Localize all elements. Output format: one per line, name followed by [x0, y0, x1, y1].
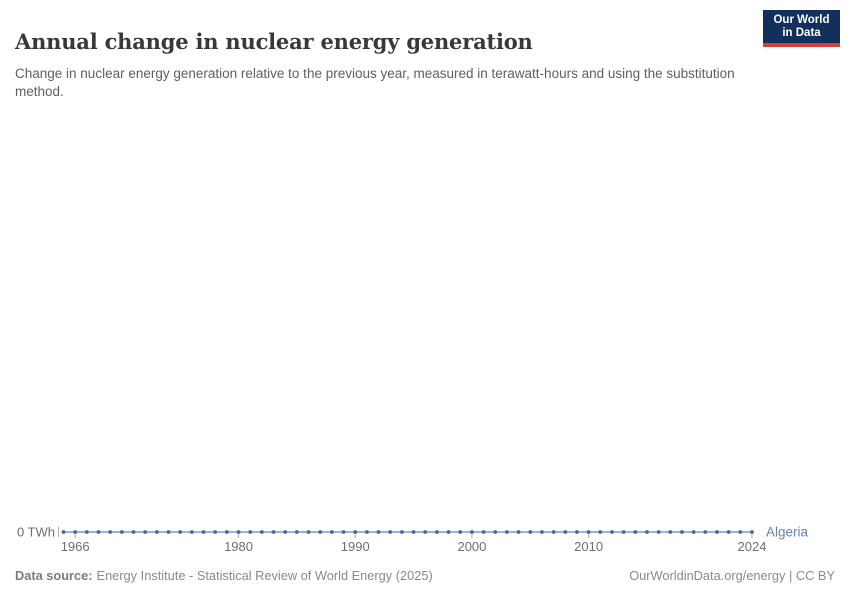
data-point[interactable] — [306, 530, 311, 534]
page-title: Annual change in nuclear energy generati… — [15, 29, 533, 55]
data-point[interactable] — [108, 530, 113, 534]
data-point[interactable] — [119, 530, 124, 534]
data-point[interactable] — [178, 530, 183, 534]
chart-footer: Data source: Energy Institute - Statistic… — [15, 568, 835, 584]
data-point[interactable] — [470, 530, 474, 534]
data-point[interactable] — [213, 530, 218, 534]
data-point[interactable] — [388, 530, 393, 534]
owid-logo-line2: in Data — [782, 26, 821, 39]
data-point[interactable] — [376, 530, 381, 534]
data-point[interactable] — [365, 530, 369, 534]
data-point[interactable] — [598, 530, 603, 534]
data-point[interactable] — [423, 530, 428, 534]
data-point[interactable] — [680, 530, 684, 534]
data-point[interactable] — [481, 530, 486, 534]
svg-text:1966: 1966 — [61, 539, 90, 554]
data-point[interactable] — [551, 530, 556, 534]
data-source-text: Energy Institute - Statistical Review of… — [96, 568, 433, 583]
data-point[interactable] — [586, 530, 591, 534]
data-point[interactable] — [656, 530, 661, 534]
data-point[interactable] — [236, 530, 241, 534]
data-point[interactable] — [446, 530, 451, 534]
svg-text:2000: 2000 — [457, 539, 486, 554]
data-point[interactable] — [668, 530, 673, 534]
data-point[interactable] — [528, 530, 533, 534]
chart-subtitle: Change in nuclear energy generation rela… — [15, 65, 735, 100]
data-point[interactable] — [294, 530, 299, 534]
y-axis: 0 TWh — [17, 525, 59, 540]
data-point[interactable] — [493, 530, 498, 534]
data-point[interactable] — [691, 530, 696, 534]
svg-text:0 TWh: 0 TWh — [17, 525, 55, 540]
data-point[interactable] — [645, 530, 649, 534]
data-point[interactable] — [738, 530, 743, 534]
svg-text:2010: 2010 — [574, 539, 603, 554]
data-point[interactable] — [633, 530, 638, 534]
data-point[interactable] — [271, 530, 276, 534]
data-point[interactable] — [400, 530, 404, 534]
data-point[interactable] — [575, 530, 579, 534]
data-point[interactable] — [283, 530, 288, 534]
data-point[interactable] — [143, 530, 148, 534]
data-point[interactable] — [411, 530, 416, 534]
data-point[interactable] — [703, 530, 708, 534]
data-source: Data source: Energy Institute - Statistic… — [15, 568, 433, 584]
data-point[interactable] — [610, 530, 614, 534]
data-source-label: Data source: — [15, 568, 93, 583]
data-point[interactable] — [96, 530, 101, 534]
data-point[interactable] — [166, 530, 171, 534]
entity-label[interactable]: Algeria — [766, 525, 809, 540]
data-point[interactable] — [259, 530, 264, 534]
data-point[interactable] — [73, 530, 78, 534]
data-point[interactable] — [458, 530, 463, 534]
data-point[interactable] — [318, 530, 323, 534]
svg-text:1990: 1990 — [341, 539, 370, 554]
data-point[interactable] — [329, 530, 334, 534]
data-point[interactable] — [341, 530, 346, 534]
data-point[interactable] — [750, 530, 754, 534]
data-point[interactable] — [715, 530, 719, 534]
data-point[interactable] — [435, 530, 439, 534]
data-point[interactable] — [154, 530, 159, 534]
owid-logo[interactable]: Our World in Data — [763, 10, 840, 47]
data-point[interactable] — [201, 530, 206, 534]
data-point[interactable] — [189, 530, 194, 534]
owid-logo-line1: Our World — [773, 13, 830, 26]
data-point[interactable] — [84, 530, 89, 534]
data-series-algeria[interactable]: Algeria — [61, 525, 809, 540]
attribution-link[interactable]: OurWorldinData.org/energy | CC BY — [629, 568, 835, 583]
svg-text:2024: 2024 — [738, 539, 767, 554]
svg-text:1980: 1980 — [224, 539, 253, 554]
data-point[interactable] — [353, 530, 358, 534]
data-point[interactable] — [61, 530, 66, 534]
data-point[interactable] — [563, 530, 568, 534]
data-point[interactable] — [224, 530, 229, 534]
x-axis: 1966 1980 1990 2000 2010 2024 — [61, 532, 767, 554]
data-point[interactable] — [540, 530, 544, 534]
data-point[interactable] — [131, 530, 136, 534]
data-point[interactable] — [621, 530, 626, 534]
data-point[interactable] — [726, 530, 731, 534]
data-point[interactable] — [516, 530, 521, 534]
data-point[interactable] — [248, 530, 253, 534]
data-point[interactable] — [505, 530, 509, 534]
